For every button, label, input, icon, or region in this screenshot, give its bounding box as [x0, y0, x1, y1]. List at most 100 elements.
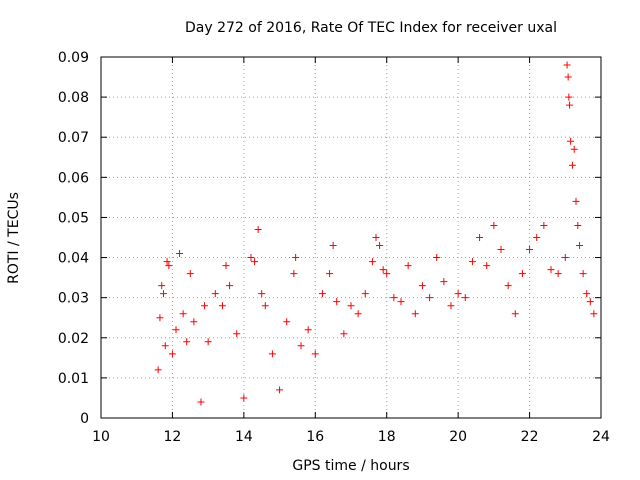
data-point	[547, 266, 555, 274]
data-point	[563, 61, 571, 69]
data-point	[233, 330, 241, 338]
data-point	[526, 246, 534, 254]
data-point	[204, 338, 212, 346]
data-point	[168, 350, 176, 358]
x-tick-label: 12	[164, 429, 182, 445]
data-point	[172, 326, 180, 334]
y-tick-label: 0.02	[58, 331, 89, 347]
data-point	[483, 262, 491, 270]
data-point	[383, 270, 391, 278]
y-tick-label: 0.04	[58, 251, 89, 267]
data-point	[518, 270, 526, 278]
data-point	[418, 282, 426, 290]
data-point	[561, 254, 569, 262]
data-point	[318, 290, 326, 298]
data-point	[565, 93, 573, 101]
data-point	[161, 342, 169, 350]
data-point	[454, 290, 462, 298]
data-point	[211, 290, 219, 298]
data-point	[156, 314, 164, 322]
data-point	[511, 310, 519, 318]
data-point	[283, 318, 291, 326]
data-point	[372, 234, 380, 241]
data-point	[292, 254, 300, 262]
data-point	[251, 258, 259, 266]
data-point	[447, 302, 455, 310]
data-point	[376, 242, 384, 250]
data-point	[226, 282, 234, 290]
x-tick-label: 14	[235, 429, 253, 445]
y-tick-label: 0.07	[58, 130, 89, 146]
x-tick-label: 24	[592, 429, 610, 445]
y-tick-label: 0.08	[58, 90, 89, 106]
data-point	[254, 225, 262, 233]
data-point	[368, 258, 376, 266]
x-tick-label: 10	[92, 429, 110, 445]
data-point	[218, 302, 226, 310]
x-tick-label: 18	[378, 429, 396, 445]
data-point	[361, 290, 369, 298]
data-point	[326, 270, 334, 278]
data-point	[533, 234, 541, 241]
data-point	[426, 294, 434, 302]
data-point	[163, 258, 171, 266]
data-point	[564, 73, 572, 81]
data-point	[572, 197, 580, 205]
data-point	[583, 290, 591, 298]
data-point	[574, 221, 582, 229]
data-point	[261, 302, 269, 310]
data-point	[461, 294, 469, 302]
data-point	[176, 250, 184, 258]
data-point	[183, 338, 191, 346]
data-point	[290, 270, 298, 278]
data-point	[540, 221, 548, 229]
x-tick-label: 20	[449, 429, 467, 445]
data-point	[476, 234, 484, 241]
x-tick-label: 22	[521, 429, 539, 445]
y-tick-label: 0.05	[58, 210, 89, 226]
x-axis-label: GPS time / hours	[292, 458, 409, 474]
data-point	[590, 310, 598, 318]
y-tick-label: 0.06	[58, 170, 89, 186]
data-point	[397, 298, 405, 306]
data-point	[490, 221, 498, 229]
data-point	[404, 262, 412, 270]
data-points	[154, 61, 598, 406]
data-point	[297, 342, 305, 350]
data-point	[586, 298, 594, 306]
data-point	[165, 262, 173, 270]
data-point	[197, 398, 205, 406]
x-tick-label: 16	[306, 429, 324, 445]
data-point	[468, 258, 476, 266]
data-point	[568, 161, 576, 169]
data-point	[354, 310, 362, 318]
data-point	[579, 270, 587, 278]
data-point	[247, 254, 255, 262]
data-point	[379, 266, 387, 274]
data-point	[570, 145, 578, 153]
data-point	[497, 246, 505, 254]
data-point	[179, 310, 187, 318]
data-point	[433, 254, 441, 262]
y-tick-label: 0	[80, 411, 89, 427]
data-point	[158, 282, 166, 290]
data-point	[347, 302, 355, 310]
data-point	[276, 386, 284, 394]
data-point	[311, 350, 319, 358]
data-point	[333, 298, 341, 306]
data-point	[340, 330, 348, 338]
data-point	[440, 278, 448, 286]
data-point	[554, 270, 562, 278]
data-point	[186, 270, 194, 278]
data-point	[567, 137, 575, 145]
plot-frame	[100, 56, 602, 419]
data-point	[154, 366, 162, 374]
y-tick-label: 0.09	[58, 50, 89, 66]
data-point	[201, 302, 209, 310]
data-point	[222, 262, 230, 270]
data-point	[390, 294, 398, 302]
data-point	[411, 310, 419, 318]
data-point	[240, 394, 248, 402]
chart-title: Day 272 of 2016, Rate Of TEC Index for r…	[185, 20, 557, 36]
